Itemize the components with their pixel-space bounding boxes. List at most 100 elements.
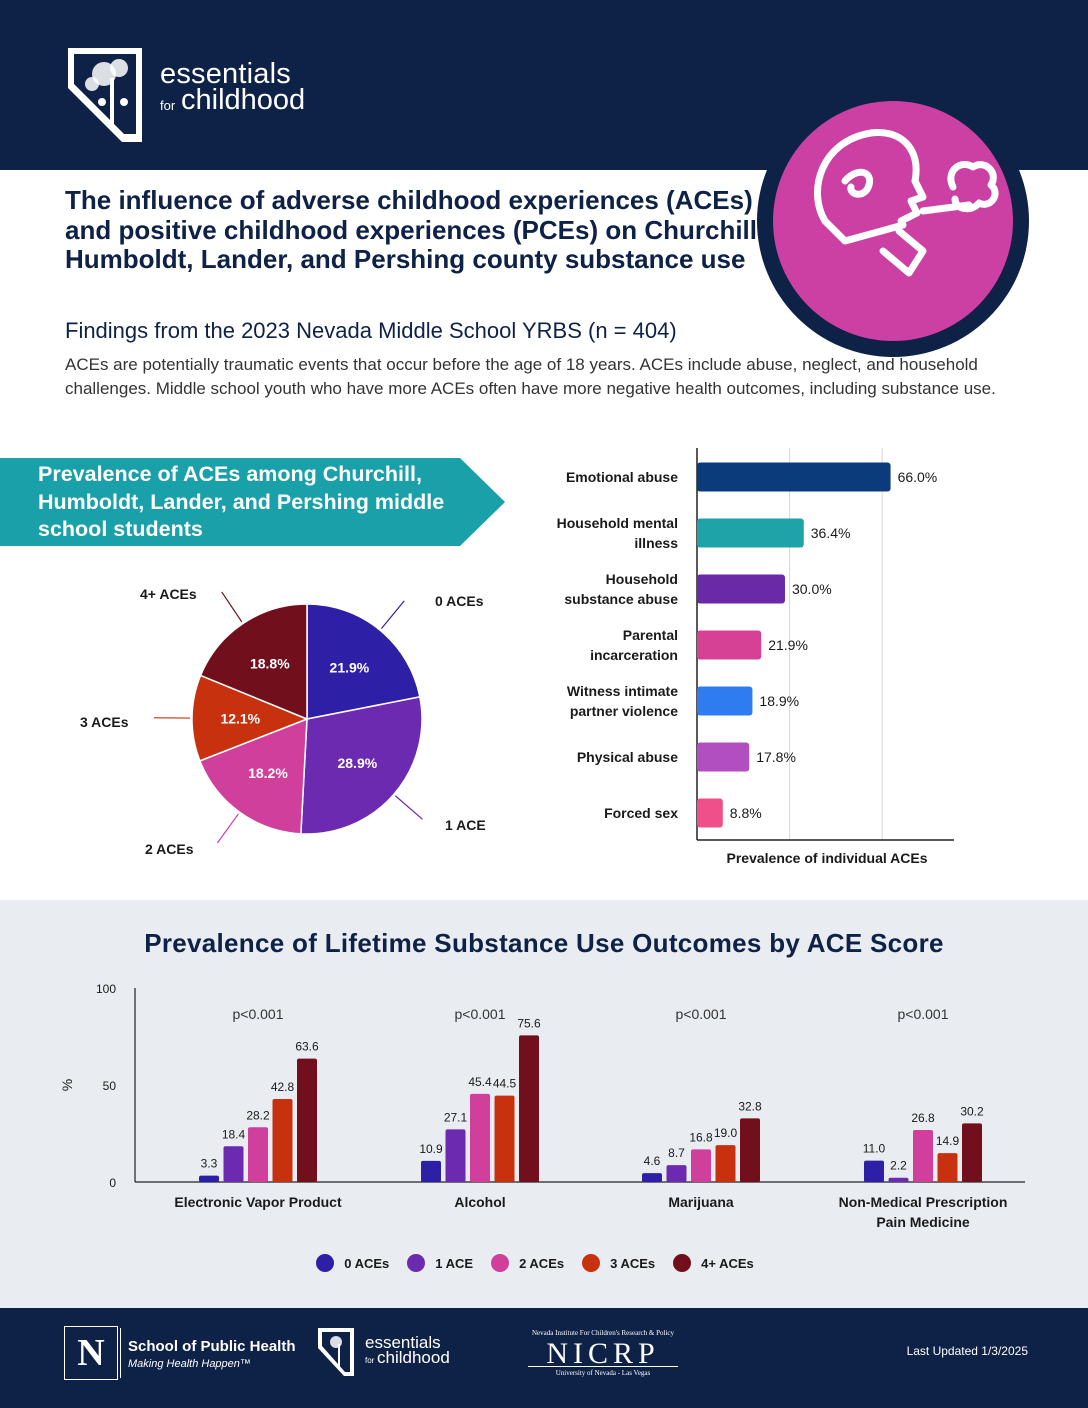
legend-item-0: 0 ACEs xyxy=(316,1254,389,1272)
col-bar-label-0-2: 28.2 xyxy=(246,1108,270,1122)
pie-value-label-0: 21.9% xyxy=(330,660,370,676)
logo-wordmark-line1: essentials xyxy=(160,58,291,90)
col-bar-1-1 xyxy=(445,1129,466,1182)
ace-bar-2 xyxy=(697,574,785,604)
child-vaping-icon xyxy=(814,129,999,277)
pie-slice-2 xyxy=(198,717,308,835)
col-category-2-line-0: Marijuana xyxy=(668,1194,734,1210)
col-bar-label-2-1: 8.7 xyxy=(668,1146,685,1160)
col-bar-label-3-0: 11.0 xyxy=(863,1142,886,1156)
col-bar-2-1 xyxy=(666,1165,687,1182)
legend-label-4: 4+ ACEs xyxy=(701,1255,754,1271)
ace-bar-6 xyxy=(697,798,723,828)
col-bar-label-3-3: 14.9 xyxy=(936,1134,960,1148)
footer-divider xyxy=(120,1328,121,1378)
ace-bar-value-5: 17.8% xyxy=(756,749,796,765)
col-bar-label-3-4: 30.2 xyxy=(960,1104,984,1118)
footer-logo-wordmark-for: for xyxy=(365,1356,375,1365)
essentials-logo-icon xyxy=(68,48,142,142)
ace-bar-category-3-line-1: incarceration xyxy=(590,647,678,663)
legend-swatch-2 xyxy=(491,1254,510,1272)
col-y-tick-0: 0 xyxy=(109,1176,116,1190)
col-bar-label-0-3: 42.8 xyxy=(271,1080,295,1094)
ace-bar-3 xyxy=(697,630,762,660)
ace-count-pie-chart: 21.9% 0 ACEs 28.9% 1 ACE 18.2% 2 ACEs 12.1% 3 A… xyxy=(80,586,486,857)
pie-category-label-4: 4+ ACEs xyxy=(140,586,197,602)
ace-bar-category-3-line-0: Parental xyxy=(623,627,678,643)
col-bar-0-0 xyxy=(199,1175,219,1182)
pie-value-label-1: 28.9% xyxy=(337,755,377,771)
col-bar-3-0 xyxy=(864,1160,884,1182)
last-updated: Last Updated 1/3/2025 xyxy=(906,1344,1028,1358)
col-bar-1-0 xyxy=(421,1160,441,1182)
col-bar-label-1-4: 75.6 xyxy=(517,1016,541,1030)
substance-use-column-chart: 0 50 100% p<0.001 3.3 18.428.242.8 63.6 Electro… xyxy=(59,982,1025,1230)
pie-slice-4 xyxy=(199,603,308,721)
col-bar-label-2-0: 4.6 xyxy=(644,1154,661,1168)
legend-label-1: 1 ACE xyxy=(435,1255,474,1271)
nevada-n-letter: N xyxy=(77,1332,105,1374)
footer-logo-wordmark-line2: childhood xyxy=(377,1348,450,1367)
col-category-3-line-1: Pain Medicine xyxy=(876,1214,970,1230)
substance-use-legend: 0 ACEs 1 ACE 2 ACEs 3 ACEs 4+ ACEs xyxy=(0,1250,1088,1276)
col-bar-0-2 xyxy=(248,1127,268,1182)
page-title: The influence of adverse childhood exper… xyxy=(65,185,765,274)
col-bar-0-1 xyxy=(223,1146,244,1182)
pie-slice-3 xyxy=(191,674,310,762)
col-pvalue-3: p<0.001 xyxy=(898,1006,949,1022)
nicrp-top-line: Nevada Institute For Children's Research… xyxy=(531,1329,674,1337)
col-category-0-line-0: Electronic Vapor Product xyxy=(174,1194,342,1210)
ace-bar-category-2-line-1: substance abuse xyxy=(564,591,678,607)
legend-swatch-0 xyxy=(316,1254,335,1272)
ace-bar-value-4: 18.9% xyxy=(759,693,799,709)
nicrp-bottom-line: University of Nevada - Las Vegas xyxy=(555,1369,651,1377)
ace-bar-category-4-line-1: partner violence xyxy=(570,703,678,719)
ace-bar-category-6-line-0: Forced sex xyxy=(604,805,678,821)
nicrp-logo: NICRP xyxy=(546,1337,660,1370)
col-y-tick-1: 50 xyxy=(103,1079,117,1093)
col-category-1-line-0: Alcohol xyxy=(454,1194,505,1210)
legend-swatch-4 xyxy=(673,1254,692,1272)
pie-leader-line-1 xyxy=(394,795,423,820)
legend-item-4: 4+ ACEs xyxy=(673,1254,754,1272)
school-of-public-health-tagline: Making Health Happen™ xyxy=(128,1358,251,1370)
col-bar-2-4 xyxy=(740,1118,760,1182)
logo-wordmark-for: for xyxy=(160,98,176,113)
ace-bar-value-1: 36.4% xyxy=(811,525,851,541)
pie-leader-line-4 xyxy=(221,591,243,623)
col-bar-3-3 xyxy=(937,1153,958,1182)
col-bar-label-3-1: 2.2 xyxy=(890,1159,907,1173)
pie-category-label-1: 1 ACE xyxy=(445,817,486,833)
pie-leader-line-0 xyxy=(380,600,405,630)
legend-label-0: 0 ACEs xyxy=(344,1255,390,1271)
nicrp-rule xyxy=(528,1366,678,1367)
nevada-n-logo-icon: N xyxy=(64,1326,118,1380)
ace-bar-1 xyxy=(697,518,804,548)
intro-paragraph: ACEs are potentially traumatic events th… xyxy=(65,355,996,398)
col-bar-label-1-2: 45.4 xyxy=(468,1075,492,1089)
pie-slice-1 xyxy=(300,696,423,835)
col-bar-label-0-1: 18.4 xyxy=(222,1127,246,1141)
col-bar-0-4 xyxy=(297,1058,317,1182)
pie-category-label-3: 3 ACEs xyxy=(80,714,129,730)
footer-logo-wordmark-line1: essentials xyxy=(365,1333,441,1352)
col-pvalue-0: p<0.001 xyxy=(233,1006,284,1022)
col-y-axis-label: % xyxy=(59,1079,75,1091)
ace-bar-5 xyxy=(697,742,750,772)
ace-bar-value-0: 66.0% xyxy=(898,469,938,485)
hero-illustration xyxy=(773,101,1013,341)
col-bar-label-3-2: 26.8 xyxy=(911,1111,935,1125)
pie-category-label-2: 2 ACEs xyxy=(145,841,194,857)
col-bar-3-1 xyxy=(888,1177,909,1182)
ace-bar-category-1-line-1: illness xyxy=(634,535,678,551)
logo-wordmark-line2: childhood xyxy=(181,84,306,116)
pie-leader-line-2 xyxy=(216,813,239,844)
col-bar-label-1-3: 44.5 xyxy=(493,1077,517,1091)
footer-band xyxy=(0,1308,1088,1408)
col-category-3-line-0: Non-Medical Prescription xyxy=(839,1194,1008,1210)
col-bar-1-3 xyxy=(494,1095,515,1182)
bar-x-axis-label: Prevalence of individual ACEs xyxy=(727,850,928,866)
col-bar-2-0 xyxy=(642,1173,662,1182)
col-bar-1-2 xyxy=(470,1093,490,1182)
col-bar-2-2 xyxy=(691,1149,711,1182)
